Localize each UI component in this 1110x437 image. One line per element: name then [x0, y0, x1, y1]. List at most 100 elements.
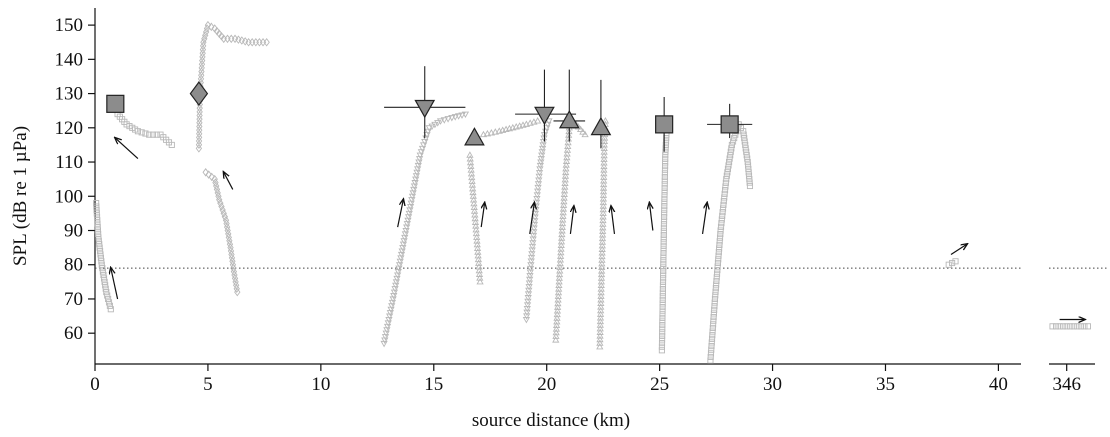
trace-point: [715, 252, 722, 259]
trace-point: [726, 158, 733, 166]
trace-point: [224, 226, 231, 235]
trace-point: [661, 206, 668, 213]
trace-point: [710, 317, 717, 324]
trace-point: [233, 284, 240, 293]
trace-point: [717, 227, 724, 234]
trace-point: [744, 155, 751, 162]
trace-point: [661, 181, 668, 188]
trace-point: [715, 249, 722, 256]
trace-point: [256, 37, 263, 47]
trace-point: [97, 251, 104, 258]
trace-point: [562, 168, 570, 176]
trace-point: [727, 148, 734, 155]
trace-point: [726, 155, 733, 162]
trace-point: [440, 117, 448, 124]
trace-point: [659, 296, 666, 303]
trace-point: [93, 210, 100, 217]
trace-point: [661, 177, 668, 184]
trace-point: [104, 292, 111, 299]
trace-point: [552, 336, 560, 343]
trace-point: [556, 252, 565, 259]
trace-point: [103, 289, 110, 296]
trace-point: [600, 180, 608, 188]
trace-point: [195, 140, 203, 149]
trace-point: [659, 336, 666, 343]
trace-point: [596, 328, 604, 335]
trace-point: [718, 220, 725, 227]
trace-point: [659, 304, 666, 311]
trace-point: [600, 177, 608, 184]
trace-point: [555, 281, 563, 289]
trace-point: [660, 235, 667, 242]
trace-point: [223, 219, 230, 228]
trace-point: [554, 296, 562, 303]
trace-point: [662, 148, 669, 155]
trace-point: [218, 202, 225, 211]
labels-group: SPL (dB re 1 µPa) source distance (km): [10, 126, 630, 431]
trace-point: [134, 128, 141, 135]
trace-point: [659, 329, 666, 336]
trace-point: [1077, 323, 1084, 330]
traces-group: [93, 20, 1091, 364]
trace-point: [1081, 323, 1088, 330]
trace-point: [742, 145, 749, 152]
trace-point: [716, 245, 723, 252]
trace-point: [659, 300, 666, 307]
trace-point: [534, 117, 542, 124]
trace-point: [198, 59, 206, 69]
trace-point: [724, 165, 732, 172]
trace-point: [153, 131, 160, 138]
trace-point: [1067, 323, 1074, 330]
trace-point: [660, 246, 667, 253]
trace-point: [228, 34, 235, 44]
trace-point: [93, 203, 100, 210]
trace-point: [106, 302, 113, 309]
trace-point: [658, 340, 666, 347]
trace-point: [708, 335, 716, 342]
trace-point: [744, 162, 752, 169]
trace-point: [598, 252, 606, 260]
trace-point: [599, 184, 608, 191]
trace-point: [219, 205, 226, 215]
trace-point: [718, 216, 725, 223]
trace-point: [716, 234, 724, 241]
trace-point: [101, 278, 108, 285]
trace-point: [717, 223, 725, 230]
trace-point: [659, 307, 666, 314]
trace-point: [195, 144, 203, 153]
x-tick-label-break: 346: [1052, 374, 1081, 395]
trace-point: [714, 267, 721, 274]
trace-point: [660, 221, 668, 228]
trace-point: [230, 263, 237, 273]
trace-point: [224, 34, 231, 44]
trace-point: [215, 192, 222, 201]
trace-point: [741, 135, 748, 142]
trace-point: [660, 271, 667, 278]
trace-point: [1053, 323, 1060, 330]
trace-point: [196, 103, 203, 113]
y-tick-label: 130: [55, 84, 84, 105]
trace-point: [728, 141, 735, 148]
trace-point: [662, 152, 669, 159]
trace-point: [711, 303, 718, 310]
trace-point: [425, 125, 433, 132]
trace-point: [745, 169, 752, 176]
trace-point: [559, 212, 567, 219]
trace-point: [659, 325, 666, 332]
trace-point: [561, 179, 569, 187]
y-tick-label: 150: [55, 15, 84, 36]
trace-point: [211, 174, 218, 184]
trace-point: [554, 303, 562, 310]
trace-point: [659, 322, 666, 329]
trace-point: [599, 227, 607, 234]
trace-point: [662, 145, 669, 152]
trace-point: [562, 157, 571, 164]
trace-point: [1070, 323, 1077, 330]
trace-point: [554, 292, 562, 299]
trace-point: [558, 227, 566, 234]
trace-point: [232, 277, 239, 287]
trace-point: [196, 125, 203, 135]
trace-point: [597, 299, 605, 307]
trace-point: [599, 195, 608, 202]
y-tick-label: 80: [64, 255, 83, 276]
